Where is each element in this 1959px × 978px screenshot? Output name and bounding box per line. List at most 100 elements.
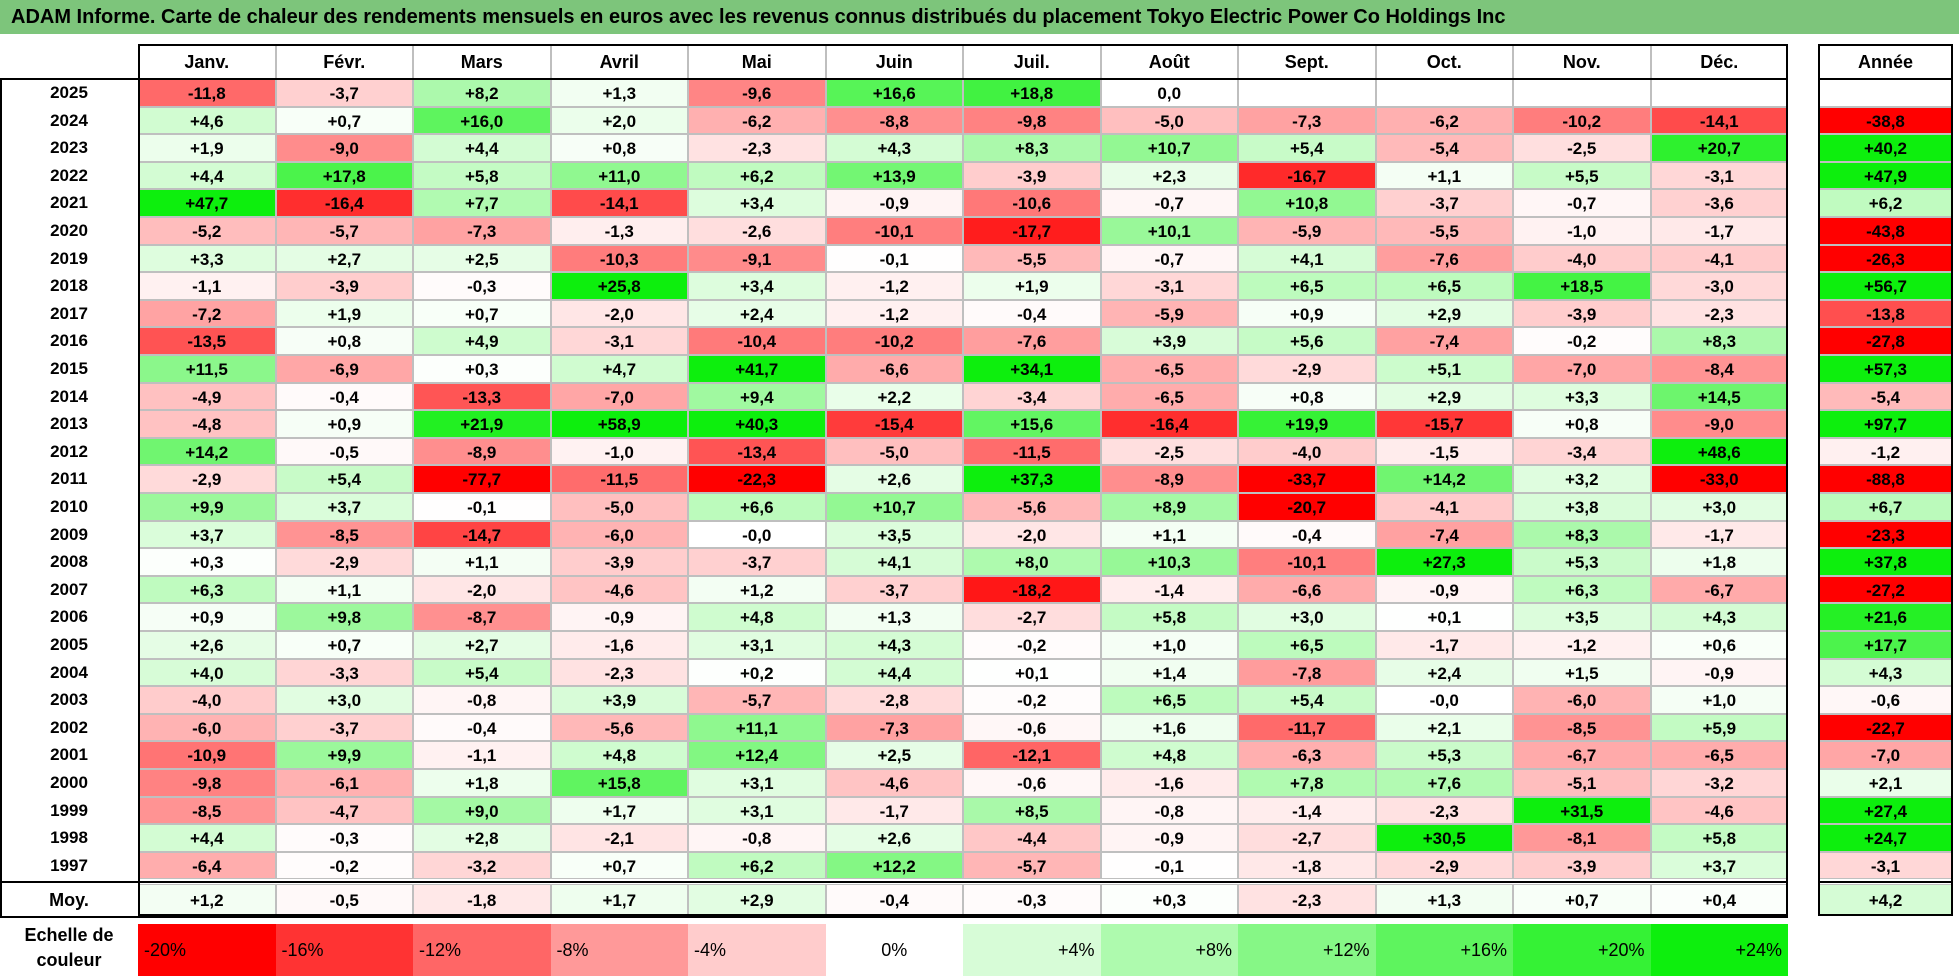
heatmap-cell: +2,7 [275,244,413,273]
annual-cell: -43,8 [1818,217,1953,245]
heatmap-cell: +5,3 [1513,548,1651,576]
heatmap-cell: +4,1 [1238,244,1376,273]
annual-cell: -26,3 [1818,244,1953,273]
heatmap-cell: -3,2 [413,851,551,880]
year-label: 2017 [50,303,88,323]
heatmap-cell: -0,0 [688,520,826,549]
heatmap-cell: -13,3 [413,382,551,411]
heatmap-cell: +21,9 [413,410,551,438]
heatmap-cell: +25,8 [550,272,688,300]
heatmap-cell: -1,8 [1238,851,1376,880]
heatmap-cell: +0,2 [688,658,826,687]
heatmap-cell: +5,8 [1650,824,1788,852]
heatmap-cell: -6,9 [275,355,413,383]
column-header: Mai [688,44,826,79]
heatmap-cell: -0,9 [825,189,963,217]
heatmap-cell: -3,4 [963,382,1101,411]
heatmap-cell: -4,1 [1650,244,1788,273]
annual-cell: +6,2 [1818,189,1953,217]
heatmap-cell: -13,5 [138,327,276,355]
heatmap-cell: -0,7 [1513,189,1651,217]
heatmap-cell: -14,1 [1650,106,1788,135]
column-header: Févr. [275,44,413,79]
heatmap-cell: +16,0 [413,106,551,135]
heatmap-cell: -2,3 [1375,796,1513,825]
heatmap-cell: -7,3 [1238,106,1376,135]
heatmap-cell: -4,7 [275,796,413,825]
heatmap-cell: +2,2 [825,382,963,411]
heatmap-cell: -3,7 [1375,189,1513,217]
heatmap-cell: -0,2 [963,631,1101,659]
heatmap-cell: -0,9 [1650,658,1788,687]
heatmap-cell: -11,5 [550,465,688,493]
heatmap-cell: +12,2 [825,851,963,880]
heatmap-cell: -9,8 [963,106,1101,135]
heatmap-cell: -1,1 [138,272,276,300]
heatmap-cell: -6,5 [1650,741,1788,769]
average-cell: +0,7 [1513,884,1651,917]
heatmap-cell: -4,8 [138,410,276,438]
year-label: 2011 [50,469,88,489]
heatmap-cell: +4,3 [1650,603,1788,631]
year-column-header: Année [1818,44,1953,79]
heatmap-cell: +5,8 [1100,603,1238,631]
heatmap-cell: +0,8 [275,327,413,355]
heatmap-cell: +9,8 [275,603,413,631]
heatmap-cell: +9,4 [688,382,826,411]
heatmap-cell: +4,8 [688,603,826,631]
year-label: 2015 [50,359,88,378]
heatmap-cell: -18,2 [963,575,1101,604]
heatmap-cell: +4,6 [138,106,276,135]
heatmap-cell: -1,7 [1375,631,1513,659]
heatmap-cell: -13,4 [688,437,826,466]
annual-cell: +40,2 [1818,134,1953,162]
heatmap-cell: +3,4 [688,189,826,217]
heatmap-cell: -12,1 [963,741,1101,769]
heatmap-cell: +2,0 [550,106,688,135]
heatmap-cell: +2,9 [1375,382,1513,411]
heatmap-cell: +1,1 [413,548,551,576]
average-cell: -0,4 [825,884,963,917]
heatmap-cell: -4,0 [138,686,276,714]
heatmap-cell: -16,4 [1100,410,1238,438]
heatmap-cell: +0,9 [138,603,276,631]
column-header: Oct. [1375,44,1513,79]
heatmap-cell: +6,5 [1100,686,1238,714]
year-label: 2021 [50,193,88,213]
heatmap-cell: +4,4 [825,658,963,687]
heatmap-cell: -7,6 [1375,244,1513,273]
heatmap-cell: +3,0 [275,686,413,714]
annual-cell: +37,8 [1818,548,1953,576]
heatmap-cell: +7,6 [1375,769,1513,797]
heatmap-cell: -3,1 [1650,161,1788,190]
heatmap-cell: +1,9 [138,134,276,162]
heatmap-cell: +41,7 [688,355,826,383]
annual-cell: +24,7 [1818,824,1953,852]
heatmap-cell: -3,9 [963,161,1101,190]
year-label: 2010 [50,497,88,516]
heatmap-cell: -8,5 [1513,713,1651,742]
heatmap-cell: +4,9 [413,327,551,355]
heatmap-cell: -10,4 [688,327,826,355]
heatmap-cell: -3,9 [275,272,413,300]
average-cell: -1,8 [413,884,551,917]
heatmap-cell: -7,0 [1513,355,1651,383]
heatmap-cell: +0,8 [1513,410,1651,438]
heatmap-cell: +0,7 [550,851,688,880]
heatmap-cell: -3,3 [275,658,413,687]
heatmap-cell: +8,9 [1100,493,1238,521]
heatmap-cell: +1,1 [1100,520,1238,549]
heatmap-cell: -5,6 [550,713,688,742]
heatmap-cell: +0,6 [1650,631,1788,659]
heatmap-cell: -10,1 [1238,548,1376,576]
heatmap-cell: -1,7 [1650,217,1788,245]
heatmap-cell: -10,6 [963,189,1101,217]
heatmap-cell: -10,9 [138,741,276,769]
heatmap-cell: +3,9 [550,686,688,714]
heatmap-cell: +0,7 [275,106,413,135]
heatmap-cell: -15,4 [825,410,963,438]
annual-cell: -27,2 [1818,575,1953,604]
annual-cell: -13,8 [1818,299,1953,328]
heatmap-cell: +5,4 [275,465,413,493]
heatmap-cell: -22,3 [688,465,826,493]
